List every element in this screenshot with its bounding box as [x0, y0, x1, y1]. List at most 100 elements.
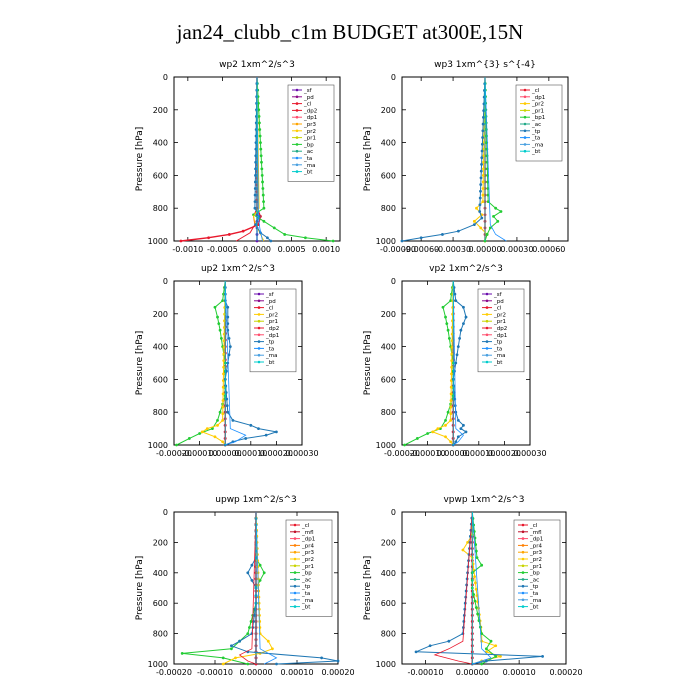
series-point — [258, 121, 261, 125]
series-point — [258, 563, 262, 567]
y-tick-label: 200 — [153, 106, 168, 115]
series-point — [482, 160, 485, 164]
series-point — [428, 644, 432, 648]
series-point — [227, 337, 231, 340]
series-point — [254, 167, 257, 171]
legend-marker — [295, 95, 299, 99]
series-point — [249, 423, 253, 427]
legend-entry: _pr1 — [265, 319, 278, 325]
x-tick-label: -0.00010 — [407, 668, 443, 677]
legend-marker — [295, 143, 299, 146]
x-tick-label: 0.0005 — [278, 245, 306, 254]
series-line — [471, 511, 497, 665]
legend-entry: _bt — [529, 605, 539, 611]
legend-entry: _bp — [301, 571, 312, 577]
series-point — [444, 419, 447, 422]
plot-frame — [173, 280, 303, 446]
series-point — [456, 229, 460, 233]
series-point — [258, 579, 262, 582]
legend-entry: _mfl — [301, 530, 314, 536]
y-tick-label: 0 — [391, 73, 396, 82]
series-point — [474, 549, 478, 553]
series-point — [258, 134, 262, 138]
legend-marker — [257, 353, 261, 357]
series-point — [254, 147, 258, 151]
legend-entry: _cl — [493, 306, 502, 312]
series-point — [221, 405, 225, 409]
series-point — [450, 352, 454, 356]
series-point — [480, 563, 484, 567]
series-point — [275, 430, 278, 434]
series-point — [262, 571, 266, 575]
legend-marker — [485, 353, 489, 357]
series-point — [230, 644, 233, 648]
legend-entry: _ma — [265, 353, 277, 359]
series-point — [479, 189, 482, 193]
series-point — [484, 647, 488, 651]
series-point — [221, 656, 225, 660]
legend-entry: _pr4 — [301, 543, 315, 549]
legend-marker — [295, 163, 299, 167]
series-point — [459, 328, 463, 332]
series-point — [262, 219, 266, 223]
series-point — [179, 239, 183, 243]
chart-panel: wp2 1xm^2/s^3 0 200 400 600 800 1000 Pressure [… — [135, 60, 341, 254]
series-point — [481, 200, 485, 204]
series-point — [474, 606, 478, 609]
series-point — [264, 433, 268, 437]
legend-marker — [257, 292, 261, 296]
series-point — [484, 659, 488, 663]
series-point — [466, 541, 469, 544]
series-point — [473, 575, 477, 578]
legend-entry: _ta — [531, 136, 540, 142]
y-tick-label: 1000 — [148, 660, 168, 669]
series-point — [226, 305, 230, 309]
y-tick-label: 800 — [153, 204, 168, 213]
series-point — [257, 114, 261, 118]
series-point — [257, 427, 260, 430]
series-point — [200, 430, 204, 434]
series-point — [486, 193, 490, 197]
series-point — [258, 632, 262, 635]
x-tick-label: -0.00020 — [384, 449, 420, 458]
series-line — [255, 511, 278, 665]
series-point — [198, 432, 202, 435]
legend-marker — [295, 109, 299, 112]
x-tick-label: 0.00000 — [468, 245, 501, 254]
series-point — [449, 412, 453, 416]
x-tick-label: -0.0005 — [207, 245, 238, 254]
legend-entry: _tp — [529, 584, 539, 590]
legend-entry: _dp1 — [303, 115, 317, 121]
series-point — [431, 430, 435, 434]
series-point — [253, 180, 257, 184]
legend-entry: _dp1 — [493, 333, 507, 339]
legend-marker — [293, 557, 297, 561]
x-tick-label: -0.0010 — [172, 245, 203, 254]
legend-marker — [521, 564, 525, 568]
y-axis-label: Pressure [hPa] — [363, 331, 373, 396]
series-point — [472, 223, 476, 227]
x-tick-label: 0.00030 — [513, 449, 546, 458]
series-point — [480, 156, 484, 160]
legend-entry: _ta — [303, 156, 312, 162]
series-line — [222, 511, 274, 665]
series-point — [482, 109, 486, 113]
y-tick-label: 0 — [163, 277, 168, 286]
x-tick-label: -0.00020 — [156, 668, 192, 677]
series-point — [275, 662, 278, 666]
legend-marker — [257, 360, 261, 364]
legend-entry: _tp — [531, 129, 541, 135]
series-point — [499, 655, 502, 658]
legend-marker — [523, 129, 527, 133]
y-tick-label: 600 — [153, 375, 168, 384]
y-axis-label: Pressure [hPa] — [135, 331, 145, 396]
series-point — [259, 147, 263, 151]
series-point — [226, 410, 230, 414]
series-point — [221, 299, 225, 303]
series-point — [254, 223, 258, 227]
series-point — [265, 236, 269, 240]
series-point — [222, 352, 226, 356]
legend-marker — [293, 537, 297, 540]
chart-panel: vpwp 1xm^2/s^3 0 200 400 600 800 1000 Pressure … — [363, 495, 583, 677]
